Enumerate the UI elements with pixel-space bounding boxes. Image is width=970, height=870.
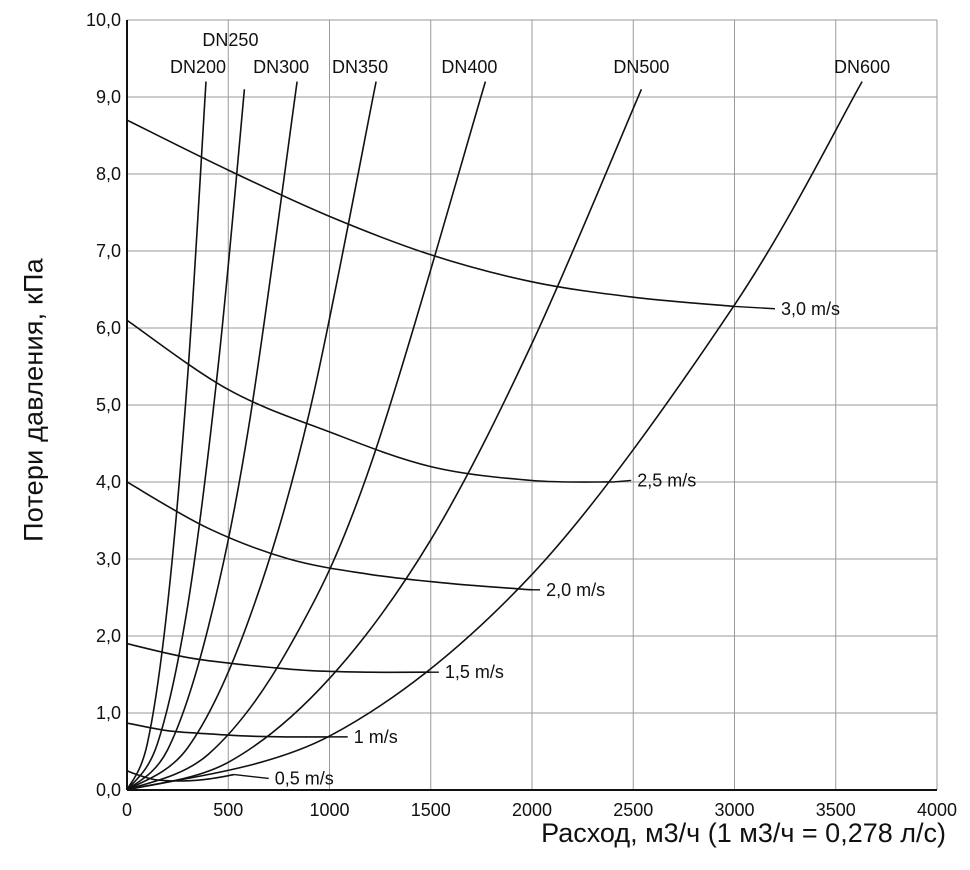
y-axis-title-wrap: Потери давления, кПа — [4, 0, 64, 870]
pipe-curve-dn250 — [126, 89, 246, 791]
pipe-curve-dn300 — [126, 81, 298, 791]
pipe-curve-dn500 — [126, 88, 643, 791]
curve-labels: DN200 DN250 DN300 DN350 DN400 DN500 DN600 0,5 m… — [170, 30, 890, 788]
x-tick-label: 1500 — [411, 800, 451, 820]
y-tick-label: 3,0 — [96, 549, 121, 569]
velocity-curve — [126, 722, 330, 738]
y-tick-label: 5,0 — [96, 395, 121, 415]
velocity-label: 2,0 m/s — [546, 580, 605, 600]
x-tick-label: 500 — [213, 800, 243, 820]
pipe-label-dn600: DN600 — [834, 57, 890, 77]
x-axis-ticks: 0 500 1000 1500 2000 2500 3000 3500 4000 — [122, 800, 957, 820]
x-tick-label: 4000 — [917, 800, 957, 820]
velocity-label: 2,5 m/s — [637, 470, 696, 490]
x-axis-title: Расход, м3/ч (1 м3/ч = 0,278 л/с) — [541, 818, 946, 848]
velocity-label: 0,5 m/s — [275, 768, 334, 788]
x-tick-label: 3500 — [816, 800, 856, 820]
velocity-curve — [126, 481, 533, 591]
x-tick-label: 0 — [122, 800, 132, 820]
grid — [126, 19, 938, 791]
velocity-label: 1 m/s — [354, 727, 398, 747]
x-tick-label: 3000 — [714, 800, 754, 820]
pipe-label-dn300: DN300 — [253, 57, 309, 77]
y-tick-label: 0,0 — [96, 780, 121, 800]
pipe-label-dn200: DN200 — [170, 57, 226, 77]
y-tick-label: 9,0 — [96, 87, 121, 107]
y-tick-label: 1,0 — [96, 703, 121, 723]
y-tick-label: 4,0 — [96, 472, 121, 492]
velocity-leader-line — [234, 773, 269, 780]
pipe-curve-dn200 — [126, 81, 207, 791]
y-axis-ticks: 0,0 1,0 2,0 3,0 4,0 5,0 6,0 7,0 8,0 9,0 10,0 — [86, 10, 121, 800]
y-tick-label: 6,0 — [96, 318, 121, 338]
x-tick-label: 2500 — [613, 800, 653, 820]
pipe-label-dn250: DN250 — [202, 30, 258, 50]
velocity-curve — [126, 770, 235, 782]
velocity-label: 1,5 m/s — [445, 662, 504, 682]
curves — [126, 81, 863, 791]
y-axis-title: Потери давления, кПа — [18, 258, 49, 542]
pipe-curve-dn600 — [126, 81, 863, 791]
x-tick-label: 1000 — [309, 800, 349, 820]
y-tick-label: 2,0 — [96, 626, 121, 646]
y-tick-label: 10,0 — [86, 10, 121, 30]
pipe-label-dn350: DN350 — [332, 57, 388, 77]
velocity-curve — [126, 319, 614, 483]
velocity-leader-line — [734, 305, 776, 310]
pipe-label-dn500: DN500 — [613, 57, 669, 77]
y-tick-label: 7,0 — [96, 241, 121, 261]
velocity-leader-line — [612, 479, 632, 483]
velocity-label: 3,0 m/s — [781, 299, 840, 319]
velocity-curve — [126, 642, 431, 674]
pipe-curve-dn350 — [126, 81, 377, 791]
x-tick-label: 2000 — [512, 800, 552, 820]
velocity-curve — [126, 119, 735, 308]
y-tick-label: 8,0 — [96, 164, 121, 184]
pipe-label-dn400: DN400 — [441, 57, 497, 77]
pipe-curve-dn400 — [126, 81, 487, 791]
